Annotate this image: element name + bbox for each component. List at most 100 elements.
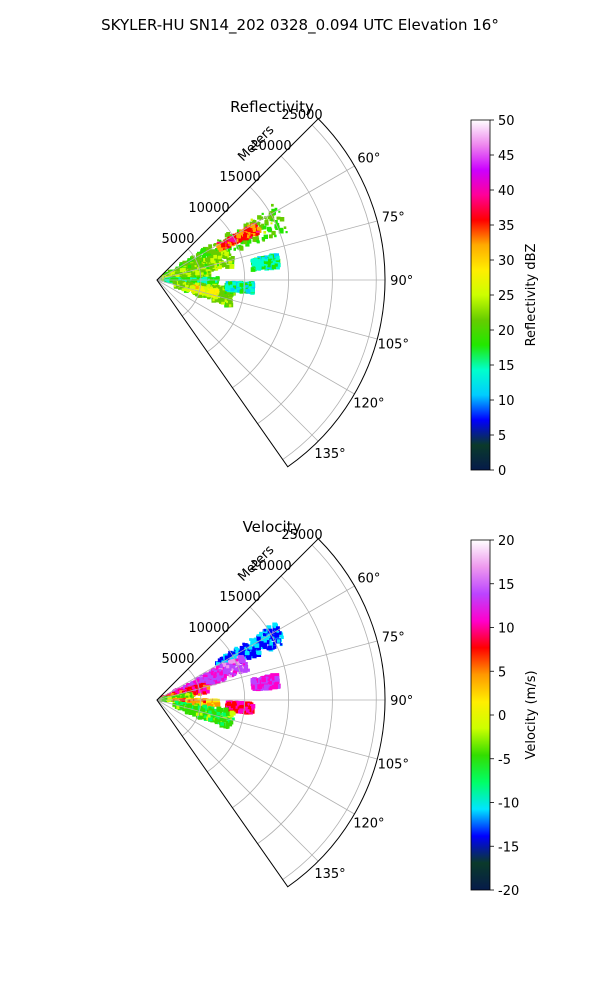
echo-gate	[187, 700, 192, 704]
echo-gate	[276, 639, 281, 643]
echo-gate	[181, 267, 186, 272]
echo-gate	[206, 266, 210, 270]
range-ring	[207, 217, 246, 353]
echo-gate	[209, 277, 212, 280]
range-ring	[232, 186, 289, 389]
echo-gate	[241, 646, 245, 649]
echo-gate	[239, 283, 244, 287]
echo-gate	[256, 226, 261, 231]
echo-gate	[185, 695, 189, 699]
echo-gate	[266, 634, 271, 639]
echo-gate	[203, 677, 208, 682]
echo-gate	[177, 284, 180, 286]
colorbar-tick-label: 5	[498, 665, 506, 680]
echo-gate	[179, 690, 184, 695]
range-tick-label: 5000	[161, 652, 194, 667]
echo-gate	[252, 233, 256, 236]
colorbar-bar	[470, 119, 491, 471]
echo-gate	[204, 263, 208, 268]
echo-gate	[206, 291, 210, 295]
echo-gate	[252, 226, 256, 231]
echo-gate	[191, 709, 195, 713]
echo-gate	[247, 239, 252, 244]
echo-gate	[270, 636, 275, 641]
echo-gate	[235, 241, 239, 244]
echo-gate	[269, 255, 273, 259]
azimuth-tick-label: 75°	[382, 211, 405, 226]
echo-gate	[207, 263, 211, 267]
echo-gate	[229, 294, 233, 298]
colorbar-tick-label: -10	[498, 797, 519, 812]
echo-gate	[261, 677, 266, 683]
echo-gate	[183, 281, 189, 287]
echo-gate	[229, 242, 233, 245]
echo-gate	[182, 695, 185, 698]
echo-gate	[267, 683, 272, 688]
azimuth-line	[156, 279, 378, 340]
echo-gate	[186, 260, 191, 265]
echo-gate	[213, 675, 216, 678]
colorbar-tick-label: 50	[498, 114, 515, 129]
echo-gate	[239, 659, 243, 664]
echo-gate	[186, 288, 190, 293]
echo-gate	[236, 656, 239, 659]
echo-gate	[217, 717, 220, 720]
echo-gate	[218, 258, 223, 263]
echo-gate	[266, 625, 272, 631]
echo-gate	[243, 232, 246, 235]
echo-gate	[201, 255, 207, 260]
azimuth-tick-label: 120°	[353, 396, 384, 411]
echo-gate	[257, 650, 262, 655]
echo-gate	[210, 258, 215, 262]
echo-gate	[202, 263, 205, 266]
panel-title: Velocity	[243, 518, 302, 536]
echo-gate	[271, 218, 274, 222]
echo-gate	[203, 717, 206, 720]
echo-gate	[225, 264, 230, 269]
echo-gate	[214, 250, 219, 255]
colorbar-tick-label: 40	[498, 184, 515, 199]
range-ring	[181, 248, 202, 317]
echo-gate	[229, 700, 234, 705]
range-ring	[207, 637, 246, 773]
echo-gate	[208, 672, 214, 677]
echo-gate	[215, 677, 219, 680]
echo-gate	[217, 721, 220, 725]
echo-gate	[208, 716, 213, 722]
echo-gate	[194, 291, 199, 296]
echo-gate	[247, 290, 251, 294]
echo-gate	[250, 234, 253, 237]
echo-gate	[265, 219, 268, 223]
echo-gate	[233, 247, 236, 251]
sector-frame	[156, 538, 386, 888]
echo-gate	[238, 668, 243, 673]
echo-gate	[203, 700, 206, 704]
echo-gate	[275, 255, 280, 260]
echo-gate	[215, 294, 218, 297]
echo-gate	[261, 237, 266, 241]
echo-gate	[259, 637, 263, 640]
echo-gate	[228, 281, 233, 286]
echo-gate	[258, 225, 264, 230]
echo-gate	[271, 682, 274, 685]
echo-gate	[266, 630, 269, 634]
echo-gate	[196, 699, 200, 703]
echo-gate	[236, 661, 241, 666]
colorbar-tick-label: -20	[498, 884, 519, 899]
echo-gate	[213, 254, 217, 259]
azimuth-tick-label: 120°	[353, 816, 384, 831]
echo-gate	[196, 679, 200, 682]
echo-gate	[271, 208, 276, 214]
echo-gate	[201, 708, 206, 713]
echo-gate	[232, 651, 236, 655]
echo-gate	[263, 260, 268, 264]
echo-gate	[250, 223, 256, 229]
echo-gate	[219, 668, 222, 671]
echo-gate	[234, 700, 240, 706]
echo-gate	[238, 652, 242, 657]
echo-gate	[209, 708, 215, 714]
range-ring	[257, 155, 333, 424]
echo-gate	[210, 704, 214, 707]
echo-gate	[252, 651, 257, 655]
